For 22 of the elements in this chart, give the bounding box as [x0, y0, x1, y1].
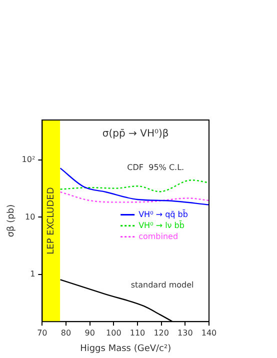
- legend-label: VH⁰ → qq̄ bb̄: [138, 209, 188, 219]
- y-axis-title: σβ (pb): [6, 204, 17, 238]
- y-tick-label: 10: [25, 212, 36, 222]
- x-tick-label: 110: [130, 328, 146, 338]
- x-tick-label: 80: [60, 328, 72, 338]
- legend-label: VH⁰ → lν bb̄: [138, 220, 184, 230]
- x-tick-label: 90: [84, 328, 95, 338]
- x-tick-label: 130: [178, 328, 193, 338]
- y-tick-label: 1: [30, 270, 36, 279]
- x-tick-label: 120: [154, 328, 169, 338]
- annotation: standard model: [130, 280, 194, 290]
- legend-label: combined: [138, 232, 178, 241]
- band-label: LEP EXCLUDED: [46, 187, 56, 254]
- line-series: [60, 191, 209, 203]
- line-series: [60, 180, 209, 192]
- x-axis-title: Higgs Mass (GeV/c²): [80, 344, 172, 354]
- x-tick-label: 140: [201, 328, 217, 338]
- x-tick-label: 70: [37, 328, 48, 338]
- annotation: CDF 95% C.L.: [127, 163, 184, 172]
- y-tick-label: 10²: [22, 155, 36, 164]
- x-tick-label: 100: [106, 328, 122, 338]
- text: σ(pp̄ → VH⁰)β: [102, 128, 169, 140]
